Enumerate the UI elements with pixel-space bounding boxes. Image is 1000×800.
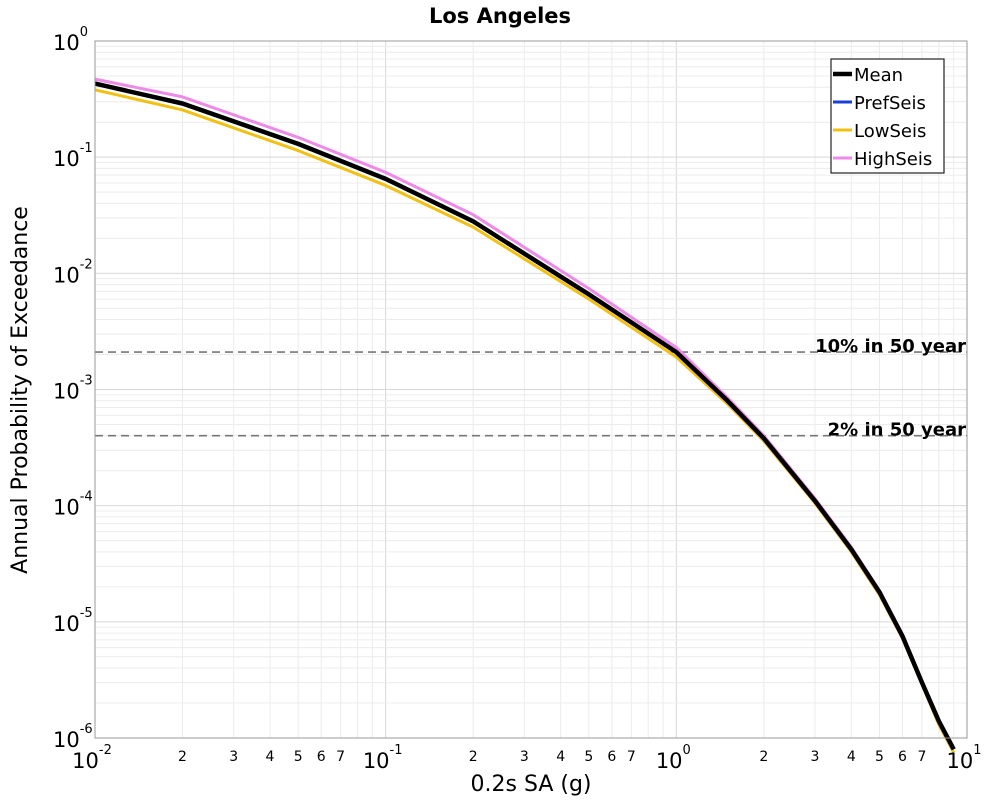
- legend-box: [830, 58, 945, 174]
- y-axis-ticks: 100 10-1 10-2 10-3 10-4 10-5 10-6: [53, 25, 93, 752]
- x-tick-label: 100: [656, 743, 691, 773]
- y-tick-label: 10-6: [53, 722, 93, 752]
- x-minor-tick-label: 4: [847, 749, 856, 765]
- x-minor-tick-label: 5: [875, 749, 884, 765]
- reference-label: 2% in 50 year: [828, 420, 966, 441]
- legend: Mean PrefSeis LowSeis HighSeis: [830, 58, 945, 174]
- legend-label-lowseis: LowSeis: [854, 121, 926, 142]
- y-tick-label: 10-3: [53, 374, 93, 404]
- y-tick-label: 10-1: [53, 141, 93, 171]
- y-tick-label: 10-5: [53, 606, 93, 636]
- x-minor-tick-label: 5: [584, 749, 593, 765]
- x-minor-tick-label: 2: [178, 749, 187, 765]
- x-tick-label: 101: [946, 743, 981, 773]
- x-minor-tick-label: 3: [520, 749, 529, 765]
- reference-labels: 10% in 50 year 2% in 50 year: [815, 336, 966, 441]
- plot-area-border: [94, 40, 968, 739]
- legend-label-prefseis: PrefSeis: [854, 93, 926, 114]
- x-minor-tick-label: 7: [627, 749, 636, 765]
- x-minor-tick-label: 3: [811, 749, 820, 765]
- chart-title: Los Angeles: [429, 4, 571, 28]
- y-tick-label: 100: [53, 25, 88, 55]
- x-minor-tick-label: 5: [294, 749, 303, 765]
- grid-lines: [94, 41, 967, 739]
- x-minor-tick-label: 6: [607, 749, 616, 765]
- reference-label: 10% in 50 year: [815, 336, 966, 357]
- x-minor-tick-label: 6: [317, 749, 326, 765]
- x-axis-label: 0.2s SA (g): [471, 772, 592, 797]
- x-minor-tick-label: 6: [898, 749, 907, 765]
- x-minor-tick-label: 4: [556, 749, 565, 765]
- x-minor-tick-label: 3: [229, 749, 238, 765]
- x-minor-tick-label: 2: [469, 749, 478, 765]
- reference-lines: [95, 351, 967, 437]
- y-tick-label: 10-4: [53, 490, 93, 520]
- x-minor-tick-label: 7: [918, 749, 927, 765]
- x-minor-tick-label: 7: [336, 749, 345, 765]
- x-tick-label: 10-2: [72, 743, 112, 773]
- series-line-mean: [94, 81, 956, 751]
- y-axis-label: Annual Probability of Exceedance: [8, 206, 33, 574]
- x-tick-label: 10-1: [363, 743, 403, 773]
- y-tick-label: 10-2: [53, 257, 93, 287]
- legend-label-highseis: HighSeis: [854, 149, 932, 170]
- legend-label-mean: Mean: [854, 65, 903, 86]
- x-minor-tick-label: 2: [759, 749, 768, 765]
- x-minor-tick-label: 4: [266, 749, 275, 765]
- data-series: [94, 77, 956, 754]
